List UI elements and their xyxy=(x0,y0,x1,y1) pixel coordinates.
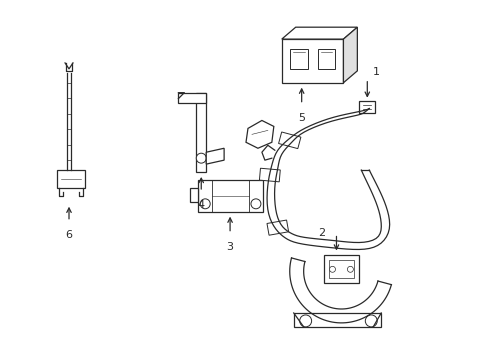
Bar xyxy=(281,39,343,83)
Polygon shape xyxy=(245,121,273,148)
Text: 4: 4 xyxy=(197,200,204,210)
Bar xyxy=(328,260,354,278)
Bar xyxy=(323,255,359,283)
Polygon shape xyxy=(206,148,224,164)
Polygon shape xyxy=(343,27,357,83)
Bar xyxy=(266,220,288,235)
Bar xyxy=(289,49,307,69)
Polygon shape xyxy=(281,27,357,39)
Bar xyxy=(278,132,300,149)
Bar xyxy=(178,93,206,103)
Bar xyxy=(57,170,85,188)
Text: 2: 2 xyxy=(318,228,325,238)
Circle shape xyxy=(365,315,376,327)
Circle shape xyxy=(196,153,206,163)
Bar xyxy=(259,168,280,182)
Bar xyxy=(190,188,198,202)
Bar xyxy=(198,180,263,212)
Text: 6: 6 xyxy=(65,230,72,240)
Circle shape xyxy=(200,199,210,209)
Text: 3: 3 xyxy=(226,242,233,252)
Circle shape xyxy=(299,315,311,327)
Bar xyxy=(196,93,206,172)
Text: 1: 1 xyxy=(372,67,380,77)
Circle shape xyxy=(346,266,353,272)
Bar xyxy=(359,100,374,113)
Bar xyxy=(317,49,335,69)
Bar xyxy=(293,313,381,327)
Circle shape xyxy=(250,199,261,209)
Text: 5: 5 xyxy=(298,113,305,122)
Circle shape xyxy=(329,266,335,272)
